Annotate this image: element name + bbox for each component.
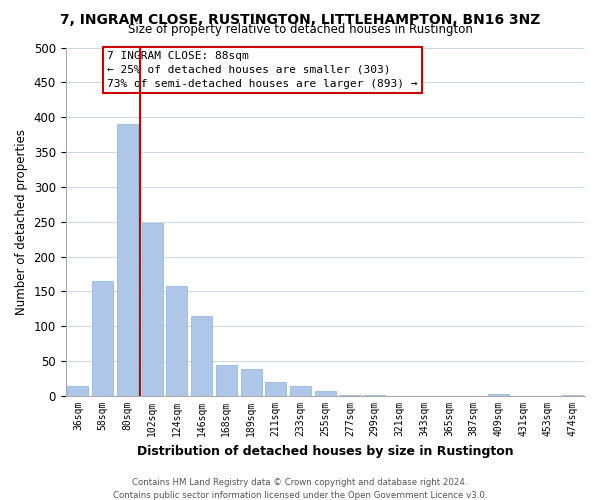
Bar <box>117 124 138 396</box>
Bar <box>216 366 237 396</box>
Text: Size of property relative to detached houses in Rustington: Size of property relative to detached ho… <box>128 22 472 36</box>
Text: 7, INGRAM CLOSE, RUSTINGTON, LITTLEHAMPTON, BN16 3NZ: 7, INGRAM CLOSE, RUSTINGTON, LITTLEHAMPT… <box>60 12 540 26</box>
Bar <box>488 394 509 396</box>
Bar <box>241 369 262 396</box>
Bar <box>142 223 163 396</box>
Bar <box>315 391 336 396</box>
Bar <box>290 386 311 396</box>
Bar <box>191 316 212 396</box>
Bar <box>92 281 113 396</box>
Bar <box>67 386 88 396</box>
Text: Contains HM Land Registry data © Crown copyright and database right 2024.
Contai: Contains HM Land Registry data © Crown c… <box>113 478 487 500</box>
Text: 7 INGRAM CLOSE: 88sqm
← 25% of detached houses are smaller (303)
73% of semi-det: 7 INGRAM CLOSE: 88sqm ← 25% of detached … <box>107 51 418 89</box>
Y-axis label: Number of detached properties: Number of detached properties <box>15 129 28 315</box>
X-axis label: Distribution of detached houses by size in Rustington: Distribution of detached houses by size … <box>137 444 514 458</box>
Bar <box>265 382 286 396</box>
Bar <box>166 286 187 396</box>
